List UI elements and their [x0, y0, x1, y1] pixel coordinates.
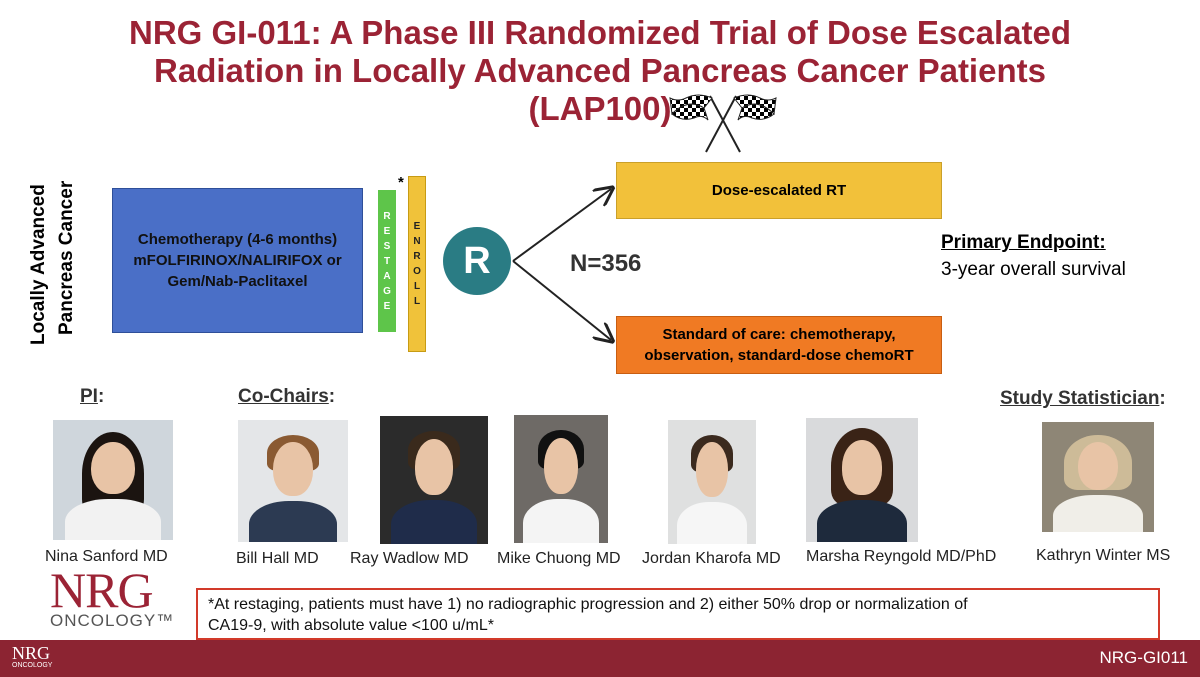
restage-letter: E	[383, 300, 391, 312]
restage-letter: T	[383, 255, 391, 267]
statistician-heading: Study Statistician:	[1000, 388, 1166, 410]
title-line-1: NRG GI-011: A Phase III Randomized Trial…	[129, 14, 1071, 51]
title-line-3: (LAP100)	[0, 90, 1200, 128]
randomization-arrows	[512, 175, 620, 350]
primary-endpoint-value: 3-year overall survival	[941, 259, 1126, 280]
footnote-line-1: *At restaging, patients must have 1) no …	[208, 596, 968, 613]
standard-of-care-arm-box: Standard of care: chemotherapy, observat…	[616, 316, 942, 374]
statistician-colon: :	[1159, 388, 1166, 409]
person-name-ray-wadlow: Ray Wadlow MD	[350, 550, 469, 567]
sample-size: N=356	[570, 250, 642, 277]
restage-letter: R	[383, 210, 391, 222]
cochairs-heading-text: Co-Chairs	[238, 386, 329, 407]
population-label: Locally Advanced Pancreas Cancer	[18, 165, 88, 345]
chemo-line-3: Gem/Nab-Paclitaxel	[167, 273, 308, 290]
soc-line-1: Standard of care: chemotherapy,	[662, 326, 896, 343]
slide-title: NRG GI-011: A Phase III Randomized Trial…	[0, 14, 1200, 128]
photo-jordan-kharofa	[668, 420, 756, 544]
person-name-nina-sanford: Nina Sanford MD	[45, 548, 168, 565]
pi-colon: :	[97, 386, 105, 407]
person-name-jordan-kharofa: Jordan Kharofa MD	[642, 550, 781, 567]
dose-escalated-arm-box: Dose-escalated RT	[616, 162, 942, 219]
photo-ray-wadlow	[380, 416, 488, 544]
restaging-footnote: *At restaging, patients must have 1) no …	[196, 588, 1160, 640]
footer-logo-main: NRG	[12, 643, 51, 663]
soc-line-2: observation, standard-dose chemoRT	[644, 347, 914, 364]
title-line-2: Radiation in Locally Advanced Pancreas C…	[154, 52, 1046, 89]
restage-letter: A	[383, 270, 391, 282]
pi-heading-text: PI	[80, 386, 98, 407]
checkered-flags-icon	[669, 94, 777, 153]
enroll-letter: L	[413, 296, 421, 307]
footer-logo-sub: ONCOLOGY	[12, 662, 53, 669]
enroll-letter: N	[413, 236, 421, 247]
restage-asterisk: *	[398, 174, 404, 191]
footnote-line-2: CA19-9, with absolute value <100 u/mL*	[208, 617, 494, 634]
enroll-letter: R	[413, 251, 421, 262]
cochairs-heading: Co-Chairs:	[238, 386, 335, 408]
enroll-bar: E N R O L L	[408, 176, 426, 352]
photo-mike-chuong	[514, 415, 608, 543]
person-name-mike-chuong: Mike Chuong MD	[497, 550, 621, 567]
photo-kathryn-winter	[1042, 422, 1154, 532]
logo-main: NRG	[50, 562, 154, 618]
population-label-line-2: Pancreas Cancer	[56, 180, 77, 335]
footer-nrg-logo: NRG ONCOLOGY	[12, 643, 53, 670]
enroll-letter: O	[413, 266, 421, 277]
nrg-oncology-logo: NRG ONCOLOGY™	[50, 562, 200, 630]
restage-letter: S	[383, 240, 391, 252]
title-line-3-text: (LAP100)	[528, 90, 672, 127]
person-name-kathryn-winter: Kathryn Winter MS	[1036, 547, 1171, 564]
restage-letter: E	[383, 225, 391, 237]
enroll-letter: E	[413, 221, 421, 232]
population-label-line-1: Locally Advanced	[28, 184, 49, 345]
trial-id-label: NRG-GI011	[1099, 648, 1189, 667]
primary-endpoint-title: Primary Endpoint:	[941, 232, 1106, 253]
chemo-line-1: Chemotherapy (4-6 months)	[137, 231, 338, 248]
photo-bill-hall	[238, 420, 348, 542]
person-name-bill-hall: Bill Hall MD	[236, 550, 319, 567]
person-name-marsha-reyngold: Marsha Reyngold MD/PhD	[806, 548, 997, 565]
photo-marsha-reyngold	[806, 418, 918, 542]
pi-heading: PI:	[80, 386, 104, 408]
arrow-to-soc-arm	[512, 260, 611, 340]
cochairs-colon: :	[328, 386, 336, 407]
bottom-bar	[0, 640, 1200, 677]
logo-sub: ONCOLOGY™	[50, 611, 175, 630]
statistician-heading-text: Study Statistician	[1000, 388, 1160, 409]
restage-letter: G	[383, 285, 391, 297]
arrow-to-dose-arm	[512, 189, 611, 262]
chemo-line-2: mFOLFIRINOX/NALIRIFOX or	[133, 252, 342, 269]
randomization-circle: R	[443, 227, 511, 295]
photo-nina-sanford	[53, 420, 173, 540]
chemotherapy-box: Chemotherapy (4-6 months) mFOLFIRINOX/NA…	[112, 188, 363, 333]
restage-bar: R E S T A G E	[378, 190, 396, 332]
enroll-letter: L	[413, 281, 421, 292]
